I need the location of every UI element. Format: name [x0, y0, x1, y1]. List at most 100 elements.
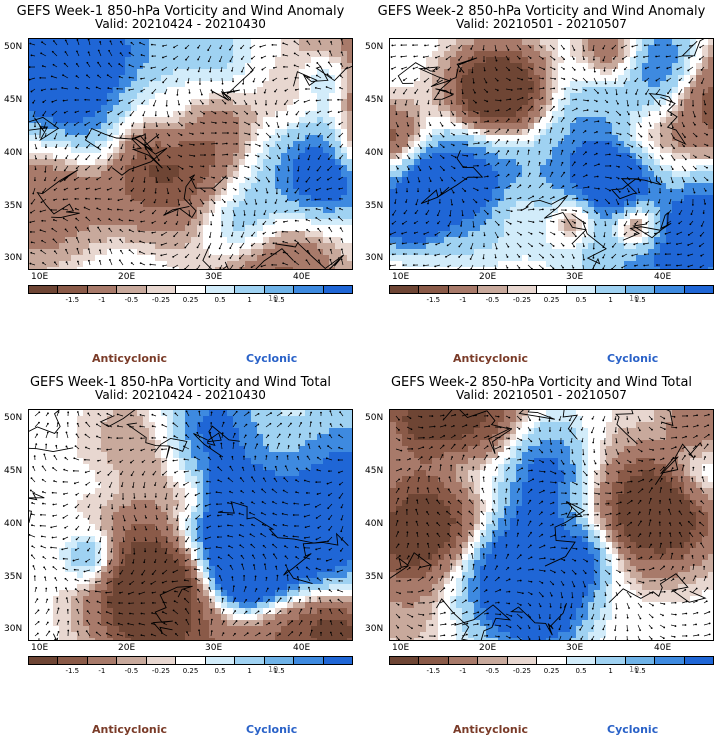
wind-arrow-head — [294, 76, 297, 79]
vorticity-cell — [636, 207, 643, 214]
vorticity-cell — [672, 39, 679, 46]
wind-arrow-head — [338, 123, 341, 126]
vorticity-cell — [143, 105, 150, 112]
vorticity-cell — [606, 99, 613, 106]
vorticity-cell — [432, 75, 439, 82]
vorticity-cell — [558, 183, 565, 190]
vorticity-cell — [420, 111, 427, 118]
vorticity-cell — [624, 93, 631, 100]
vorticity-cell — [185, 219, 192, 226]
vorticity-cell — [317, 165, 324, 172]
vorticity-cell — [161, 51, 168, 58]
vorticity-cell — [191, 57, 198, 64]
vorticity-cell — [155, 153, 162, 160]
vorticity-cell — [624, 39, 631, 46]
vorticity-cell — [113, 219, 120, 226]
vorticity-cell — [209, 75, 216, 82]
vorticity-cell — [660, 153, 667, 160]
vorticity-cell — [113, 243, 120, 250]
vorticity-cell — [552, 189, 559, 196]
vorticity-cell — [570, 147, 577, 154]
vorticity-cell — [227, 195, 234, 202]
vorticity-cell — [269, 207, 276, 214]
vorticity-cell — [606, 51, 613, 58]
vorticity-cell — [203, 201, 210, 208]
vorticity-cell — [281, 183, 288, 190]
vorticity-cell — [245, 195, 252, 202]
vorticity-cell — [281, 69, 288, 76]
vorticity-cell — [317, 195, 324, 202]
vorticity-cell — [323, 87, 330, 94]
wind-arrow-head — [168, 156, 171, 159]
vorticity-cell — [155, 243, 162, 250]
wind-arrow-head — [96, 99, 99, 101]
vorticity-cell — [552, 201, 559, 208]
vorticity-cell — [95, 81, 102, 88]
vorticity-cell — [612, 147, 619, 154]
vorticity-cell — [59, 87, 66, 94]
vorticity-cell — [702, 87, 709, 94]
vorticity-cell — [450, 57, 457, 64]
vorticity-cell — [456, 123, 463, 130]
vorticity-cell — [53, 237, 60, 244]
wind-arrow-head — [317, 227, 320, 230]
vorticity-cell — [642, 153, 649, 160]
vorticity-cell — [444, 99, 451, 106]
vorticity-cell — [209, 201, 216, 208]
vorticity-cell — [59, 135, 66, 142]
vorticity-cell — [480, 111, 487, 118]
vorticity-cell — [317, 183, 324, 190]
vorticity-cell — [408, 177, 415, 184]
vorticity-cell — [432, 165, 439, 172]
vorticity-cell — [209, 261, 216, 268]
wind-arrow-head — [244, 93, 246, 96]
vorticity-cell — [390, 201, 397, 208]
wind-arrow-head — [75, 217, 78, 220]
vorticity-cell — [227, 51, 234, 58]
vorticity-cell — [462, 51, 469, 58]
lat-label: 45N — [4, 95, 23, 105]
vorticity-cell — [329, 51, 336, 58]
vorticity-cell — [89, 249, 96, 256]
vorticity-cell — [329, 81, 336, 88]
vorticity-cell — [263, 213, 270, 220]
vorticity-cell — [678, 117, 685, 124]
vorticity-cell — [161, 231, 168, 238]
vorticity-cell — [149, 261, 156, 268]
vorticity-cell — [402, 135, 409, 142]
vorticity-cell — [558, 105, 565, 112]
vorticity-cell — [29, 189, 36, 196]
vorticity-cell — [269, 129, 276, 136]
vorticity-cell — [221, 183, 228, 190]
vorticity-cell — [486, 45, 493, 52]
vorticity-cell — [59, 165, 66, 172]
vorticity-cell — [77, 117, 84, 124]
vorticity-cell — [89, 189, 96, 196]
vorticity-cell — [287, 189, 294, 196]
vorticity-cell — [335, 117, 342, 124]
vorticity-cell — [59, 93, 66, 100]
vorticity-cell — [552, 93, 559, 100]
vorticity-cell — [167, 123, 174, 130]
wind-arrow-head — [73, 124, 76, 126]
vorticity-cell — [564, 63, 571, 70]
vorticity-cell — [648, 63, 655, 70]
vorticity-cell — [618, 177, 625, 184]
vorticity-cell — [299, 237, 306, 244]
vorticity-cell — [317, 99, 324, 106]
vorticity-cell — [89, 99, 96, 106]
panel-week2-anomaly: GEFS Week-2 850-hPa Vorticity and Wind A… — [361, 0, 722, 371]
vorticity-cell — [426, 171, 433, 178]
colorbar-tick-label: -0.25 — [151, 296, 171, 304]
vorticity-cell — [179, 117, 186, 124]
vorticity-cell — [498, 171, 505, 178]
vorticity-cell — [221, 81, 228, 88]
vorticity-cell — [426, 87, 433, 94]
vorticity-cell — [540, 201, 547, 208]
vorticity-cell — [215, 225, 222, 232]
vorticity-cell — [191, 255, 198, 262]
vorticity-cell — [600, 63, 607, 70]
vorticity-cell — [690, 93, 697, 100]
vorticity-cell — [414, 135, 421, 142]
vorticity-cell — [29, 171, 36, 178]
